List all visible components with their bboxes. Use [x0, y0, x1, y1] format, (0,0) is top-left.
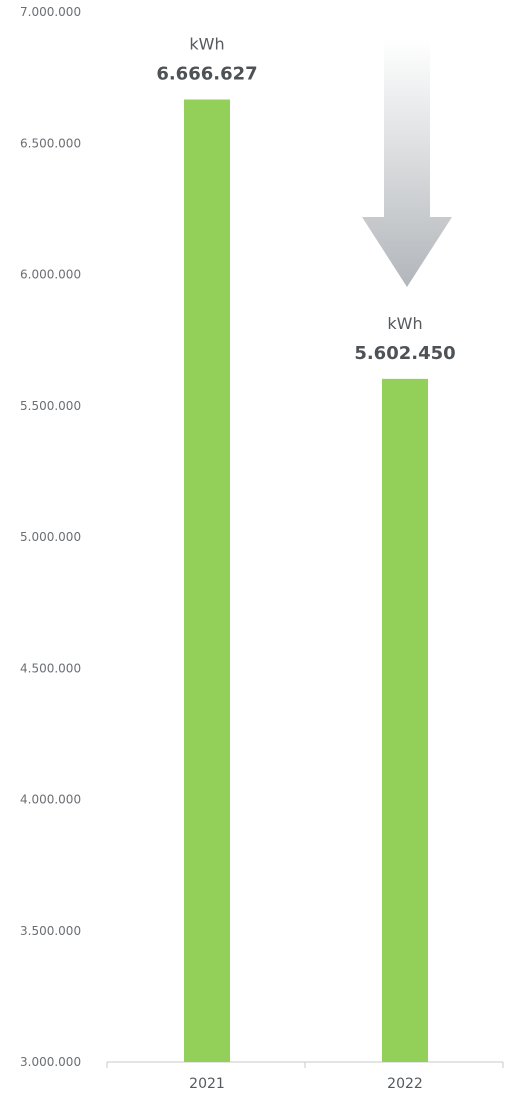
bar-annotations: kWh 6.666.627 kWh 5.602.450	[156, 35, 455, 364]
bars	[184, 99, 428, 1062]
y-tick-label: 3.000.000	[20, 1055, 81, 1069]
category-labels: 2021 2022	[189, 1076, 423, 1092]
y-tick-label: 7.000.000	[20, 5, 81, 19]
bar-2022	[382, 378, 428, 1062]
y-tick-label: 5.500.000	[20, 399, 81, 413]
data-label: 6.666.627	[156, 64, 257, 85]
data-label: 5.602.450	[354, 343, 455, 364]
unit-label: kWh	[189, 35, 224, 54]
y-tick-label: 6.500.000	[20, 136, 81, 150]
y-tick-label: 6.000.000	[20, 268, 81, 282]
down-arrow-icon	[362, 40, 452, 287]
y-tick-label: 4.000.000	[20, 793, 81, 807]
x-axis	[106, 1061, 504, 1068]
bar-2021	[184, 99, 230, 1062]
unit-label: kWh	[387, 314, 422, 333]
y-tick-label: 3.500.000	[20, 924, 81, 938]
y-tick-label: 4.500.000	[20, 661, 81, 675]
y-tick-label: 5.000.000	[20, 530, 81, 544]
y-axis-tick-labels: 3.000.000 3.500.000 4.000.000 4.500.000 5.00…	[20, 5, 81, 1069]
x-tick-label: 2022	[387, 1076, 423, 1092]
x-tick-label: 2021	[189, 1076, 225, 1092]
